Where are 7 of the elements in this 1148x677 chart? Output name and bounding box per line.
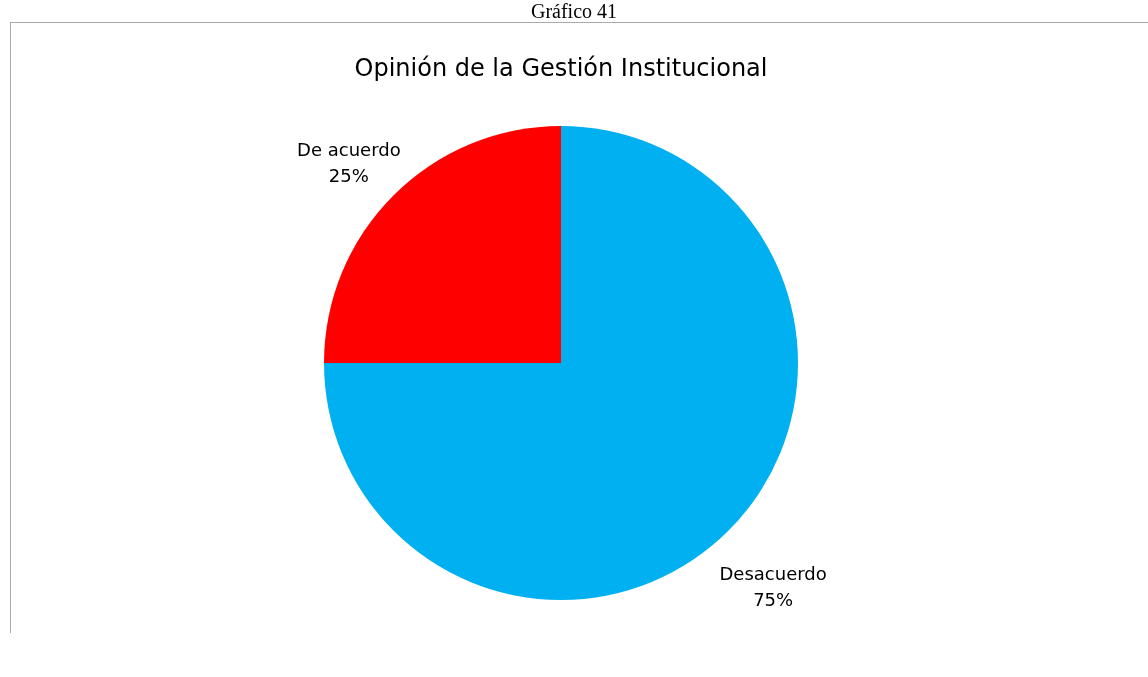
text: Gráfico 41 [529,0,619,22]
data-label: 25% [328,164,369,186]
chart-title: Opinión de la Gestión Institucional [354,54,768,82]
slice-label: Desacuerdo [719,563,827,585]
pie-slice [324,126,561,363]
data-label: 75% [753,589,794,611]
slice-label: De acuerdo [297,138,401,160]
